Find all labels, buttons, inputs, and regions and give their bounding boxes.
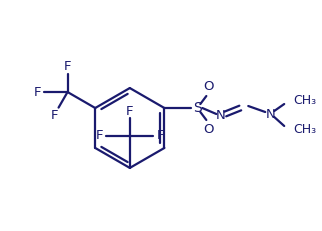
Text: S: S	[193, 101, 202, 115]
Text: N: N	[265, 107, 275, 121]
Text: F: F	[96, 129, 103, 143]
Text: F: F	[156, 129, 164, 143]
Text: O: O	[203, 79, 213, 93]
Text: F: F	[126, 104, 134, 118]
Text: CH₃: CH₃	[293, 94, 316, 106]
Text: F: F	[33, 85, 41, 99]
Text: F: F	[64, 60, 71, 73]
Text: O: O	[203, 124, 213, 137]
Text: F: F	[51, 109, 58, 122]
Text: CH₃: CH₃	[293, 124, 316, 137]
Text: N: N	[215, 109, 225, 122]
